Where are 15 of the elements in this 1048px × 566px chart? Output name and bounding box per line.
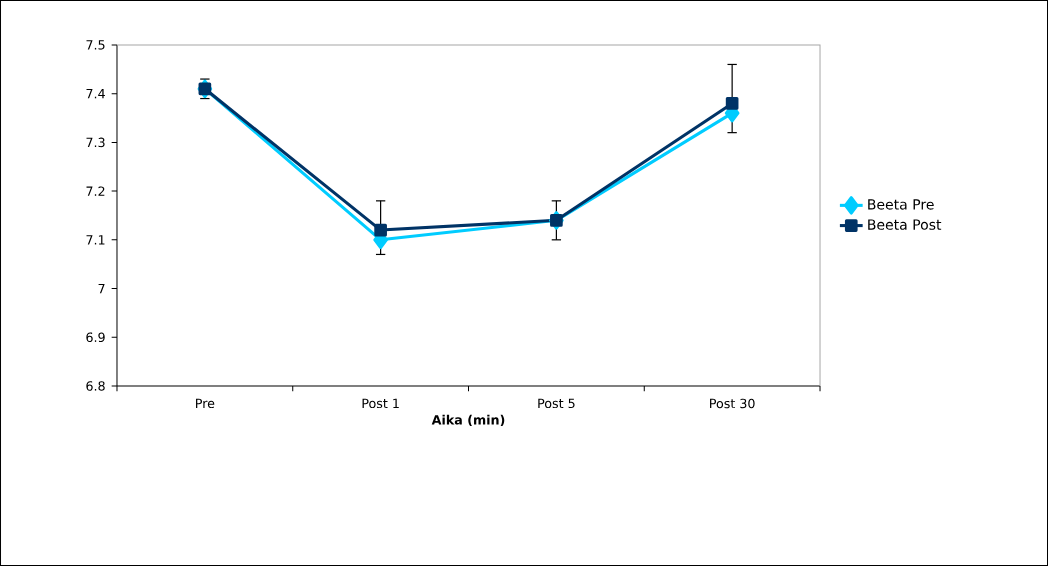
y-tick-label: 7.4 — [86, 89, 105, 99]
x-tick-label: Pre — [196, 398, 215, 409]
y-tick-label: 7.5 — [86, 40, 105, 50]
x-axis-title: Aika (min) — [431, 414, 505, 427]
y-tick-label: 6.9 — [86, 332, 105, 343]
legend-label: Beeta Pre — [868, 199, 934, 210]
y-tick-label: 7.2 — [86, 186, 105, 196]
x-tick-label: Post 1 — [362, 398, 399, 409]
x-tick-label: Post 5 — [538, 398, 575, 409]
x-tick-label: Post 30 — [710, 398, 755, 409]
y-tick-label: 6.8 — [86, 381, 105, 391]
y-tick-label: 7.1 — [86, 235, 105, 245]
legend-label: Beeta Post — [868, 219, 942, 230]
y-tick-label: 7.3 — [86, 137, 105, 148]
y-tick-label: 7 — [98, 283, 105, 294]
